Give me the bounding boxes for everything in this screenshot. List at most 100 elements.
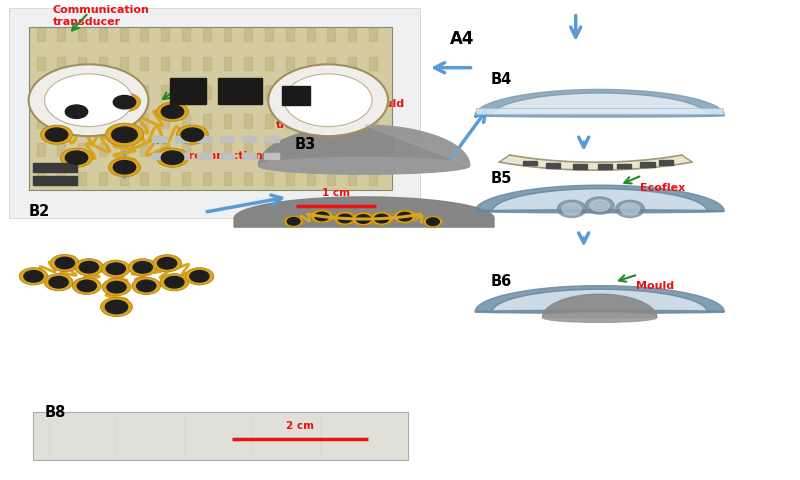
Circle shape	[106, 300, 128, 314]
Circle shape	[160, 274, 189, 291]
Bar	[58, 143, 66, 156]
Text: Communication
transducer: Communication transducer	[53, 5, 150, 27]
Bar	[78, 85, 86, 99]
Bar	[369, 143, 377, 156]
Bar	[37, 57, 45, 70]
Bar	[162, 171, 170, 185]
Polygon shape	[499, 155, 692, 170]
Bar	[120, 28, 128, 41]
Bar	[244, 28, 252, 41]
Bar	[197, 136, 211, 142]
Bar	[78, 57, 86, 70]
Circle shape	[50, 254, 79, 272]
Bar	[244, 85, 252, 99]
Circle shape	[109, 157, 141, 177]
Circle shape	[74, 259, 103, 276]
Circle shape	[106, 263, 126, 275]
Bar	[327, 28, 335, 41]
Bar	[265, 85, 273, 99]
Circle shape	[162, 105, 184, 119]
Bar	[182, 57, 190, 70]
FancyBboxPatch shape	[29, 27, 392, 190]
Circle shape	[79, 262, 98, 273]
Circle shape	[287, 217, 300, 225]
Polygon shape	[475, 89, 724, 116]
Bar	[58, 28, 66, 41]
Bar	[219, 153, 234, 158]
Bar	[327, 171, 335, 185]
Circle shape	[102, 260, 130, 277]
Bar	[265, 57, 273, 70]
Circle shape	[114, 96, 136, 109]
Circle shape	[284, 74, 372, 127]
Bar	[182, 114, 190, 128]
Bar	[162, 28, 170, 41]
Bar	[306, 85, 314, 99]
Bar	[78, 171, 86, 185]
Circle shape	[102, 278, 131, 296]
Bar	[174, 136, 189, 142]
Bar	[244, 114, 252, 128]
Bar	[141, 114, 149, 128]
Bar	[286, 57, 294, 70]
Bar	[120, 171, 128, 185]
Circle shape	[157, 148, 189, 168]
Circle shape	[133, 262, 152, 273]
Circle shape	[621, 203, 639, 215]
Circle shape	[45, 74, 133, 127]
Bar	[264, 136, 278, 142]
Circle shape	[29, 64, 149, 136]
Bar	[37, 28, 45, 41]
Bar	[37, 171, 45, 185]
Text: Ecoflex: Ecoflex	[639, 182, 685, 192]
Bar	[162, 114, 170, 128]
Bar	[265, 171, 273, 185]
Circle shape	[66, 151, 88, 165]
Text: 2 cm: 2 cm	[286, 421, 314, 431]
Ellipse shape	[475, 114, 724, 117]
Bar	[99, 28, 107, 41]
Bar	[286, 85, 294, 99]
Circle shape	[114, 160, 136, 174]
Bar	[306, 143, 314, 156]
Bar	[78, 28, 86, 41]
Circle shape	[157, 102, 189, 121]
Bar	[573, 164, 587, 169]
Polygon shape	[366, 125, 470, 166]
Bar	[58, 114, 66, 128]
Bar	[58, 57, 66, 70]
Bar	[182, 85, 190, 99]
Bar	[141, 171, 149, 185]
Bar	[327, 85, 335, 99]
Text: Mould: Mould	[366, 99, 405, 109]
Bar	[327, 114, 335, 128]
Text: B1: B1	[31, 99, 53, 114]
Bar	[223, 114, 231, 128]
Text: B2: B2	[29, 204, 50, 219]
Bar	[640, 162, 654, 167]
Bar	[141, 85, 149, 99]
Circle shape	[109, 93, 141, 112]
Text: B5: B5	[491, 170, 513, 186]
Circle shape	[590, 200, 610, 211]
Bar	[348, 143, 356, 156]
Ellipse shape	[475, 210, 724, 213]
Bar	[327, 57, 335, 70]
Bar	[223, 28, 231, 41]
Circle shape	[370, 212, 393, 225]
Bar	[141, 57, 149, 70]
Bar	[162, 57, 170, 70]
Bar	[242, 153, 256, 158]
Bar	[202, 85, 210, 99]
Bar	[546, 163, 560, 168]
Text: Energy
transducer: Energy transducer	[276, 108, 344, 130]
Bar	[348, 85, 356, 99]
Bar	[219, 136, 234, 142]
Circle shape	[128, 259, 157, 276]
Bar	[33, 163, 77, 171]
Circle shape	[61, 148, 93, 168]
Bar	[348, 114, 356, 128]
Bar	[218, 77, 262, 104]
Circle shape	[101, 298, 133, 317]
Polygon shape	[492, 289, 707, 312]
